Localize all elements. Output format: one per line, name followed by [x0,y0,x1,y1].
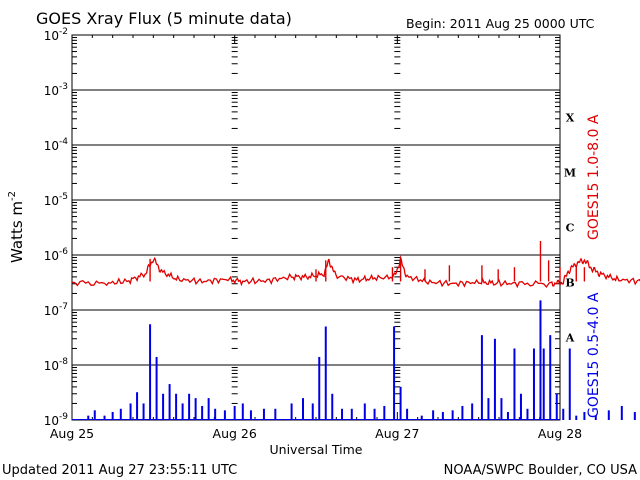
x-tick-labels: Aug 25 Aug 26 Aug 27 Aug 28 [50,426,582,441]
x-tick-label: Aug 26 [213,426,257,441]
minor-ticks [71,35,561,420]
x-axis-label: Universal Time [270,442,363,457]
y-axis-label-exponent: -2 [7,191,18,201]
y-axis-label-group: Watts m-2 [7,191,26,263]
grid-lines [72,89,560,366]
y-tick-labels: 10-2 10-3 10-4 10-5 10-6 10-7 10-8 10-9 [44,27,69,428]
credit-label: NOAA/SWPC Boulder, CO USA [444,463,637,478]
begin-label: Begin: 2011 Aug 25 0000 UTC [406,16,595,31]
chart-title: GOES Xray Flux (5 minute data) [36,9,292,28]
legend-short-group: GOES15 0.5-4.0 A [586,292,602,418]
y-tick-label: 10-2 [44,27,68,43]
flare-class-label: B [565,277,574,290]
plot-area [71,34,561,421]
flare-class-label: C [566,222,575,235]
y-tick-label: 10-3 [44,82,68,98]
y-tick-label: 10-5 [44,192,68,208]
legend-long-group: GOES15 1.0-8.0 A [586,114,602,240]
flare-class-labels: X M C B A [564,112,576,345]
y-axis-label: Watts m [8,201,26,263]
x-tick-label: Aug 27 [375,426,419,441]
series-layer [71,240,640,420]
flare-class-label: A [565,332,575,345]
y-tick-label: 10-6 [44,247,69,263]
flare-class-label: X [566,112,575,125]
y-tick-label: 10-9 [44,412,69,428]
y-tick-label: 10-8 [44,357,69,373]
updated-timestamp: Updated 2011 Aug 27 23:55:11 UTC [2,463,237,478]
legend-short-channel: GOES15 0.5-4.0 A [586,292,602,418]
flare-class-label: M [564,167,576,180]
legend-long-channel: GOES15 1.0-8.0 A [586,114,602,240]
x-tick-label: Aug 28 [538,426,582,441]
y-tick-label: 10-7 [44,302,68,318]
long-channel-line [71,255,640,289]
y-tick-label: 10-4 [44,137,69,153]
svg-text:Watts m-2: Watts m-2 [7,191,26,263]
x-tick-label: Aug 25 [50,426,94,441]
